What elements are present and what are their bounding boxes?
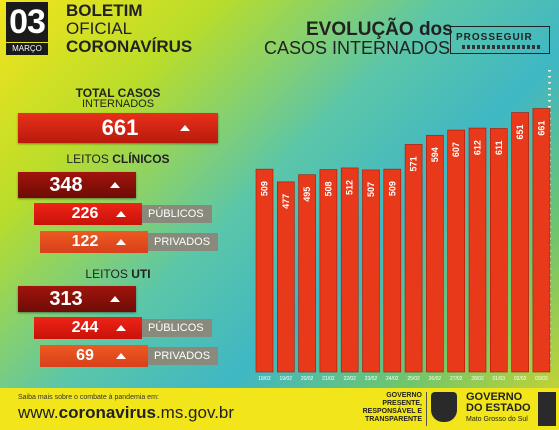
footer-state-name: Mato Grosso do Sul	[466, 416, 528, 423]
up-arrow-icon	[116, 239, 126, 245]
total-label-line1: TOTAL CASOS	[75, 86, 161, 100]
x-tick-label: 23/02	[365, 376, 378, 382]
axis-tick-mark	[548, 82, 551, 84]
bar-value-label: 612	[473, 140, 483, 155]
prosseguir-logo	[450, 26, 550, 54]
chart-title-line1: EVOLUÇÃO dos	[306, 19, 453, 40]
up-arrow-icon	[110, 182, 120, 188]
clinicos-total-value: 348	[49, 174, 83, 196]
total-label-line2: INTERNADOS	[81, 98, 155, 110]
clinicos-privados-tag: PRIVADOS	[148, 233, 218, 251]
axis-tick-mark	[548, 100, 551, 102]
bar	[404, 144, 423, 373]
footer-info-text: Saiba mais sobre o combate à pandemia em…	[18, 394, 159, 401]
bar-value-label: 512	[345, 180, 355, 195]
uti-publicos-tag: PÚBLICOS	[142, 319, 212, 337]
prosseguir-logo-stripe	[462, 45, 542, 49]
clinicos-publicos-box: 226	[34, 203, 142, 225]
uti-privados-box: 69	[40, 345, 148, 367]
uti-privados-value: 69	[76, 347, 94, 364]
x-tick-label: 03/03	[535, 376, 548, 382]
up-arrow-icon	[110, 296, 120, 302]
axis-tick-mark	[548, 88, 551, 90]
x-tick-label: 28/02	[471, 376, 484, 382]
up-arrow-icon	[116, 353, 126, 359]
bar	[426, 134, 444, 373]
uti-total-box: 313	[18, 286, 136, 312]
axis-tick-mark	[548, 94, 551, 96]
footer-state-gov: GOVERNO DO ESTADO	[466, 391, 531, 414]
axis-tick-mark	[548, 70, 551, 72]
axis-tick-mark	[548, 106, 551, 108]
clinicos-publicos-value: 226	[71, 205, 99, 222]
bar-value-label: 661	[536, 121, 546, 136]
bar-value-label: 477	[281, 194, 291, 209]
x-tick-label: 02/03	[514, 376, 527, 382]
bar-value-label: 507	[366, 182, 376, 197]
bar-value-label: 594	[430, 147, 440, 162]
footer-url[interactable]: www.coronavirus.ms.gov.br	[18, 403, 235, 422]
clinicos-privados-box: 122	[40, 231, 148, 253]
up-arrow-icon	[180, 125, 190, 131]
bulletin-title-line1: BOLETIM	[66, 1, 143, 20]
footer-bar	[0, 388, 559, 430]
bar	[532, 108, 551, 373]
bar	[298, 174, 316, 373]
x-tick-label: 18/02	[258, 376, 271, 382]
uti-total-value: 313	[49, 288, 83, 310]
bulletin-title-line3: CORONAVÍRUS	[66, 37, 193, 56]
clinicos-label: LEITOS CLÍNICOS	[66, 152, 170, 166]
bar	[447, 129, 466, 373]
bar-value-label: 571	[409, 156, 419, 171]
up-arrow-icon	[116, 211, 126, 217]
state-emblem-icon	[431, 392, 457, 422]
up-arrow-icon	[116, 325, 126, 331]
footer-divider	[426, 392, 427, 426]
bar	[511, 112, 529, 373]
date-day: 03	[6, 2, 48, 42]
bar	[362, 169, 380, 373]
bar	[255, 168, 274, 373]
x-tick-label: 01/03	[493, 376, 506, 382]
footer-corner-mark	[538, 392, 556, 426]
uti-label: LEITOS UTI	[85, 267, 151, 281]
uti-publicos-value: 244	[71, 319, 99, 336]
bar-value-label: 651	[515, 125, 525, 140]
date-month: MARÇO	[6, 43, 48, 55]
bar	[319, 169, 338, 373]
x-tick-label: 25/02	[407, 376, 420, 382]
clinicos-total-box: 348	[18, 172, 136, 198]
clinicos-privados-value: 122	[71, 233, 99, 250]
bar	[489, 128, 508, 373]
total-value: 661	[101, 115, 139, 140]
bar-value-label: 611	[494, 140, 504, 155]
x-tick-label: 26/02	[429, 376, 442, 382]
bar-value-label: 495	[302, 187, 312, 202]
x-tick-label: 27/02	[450, 376, 463, 382]
x-tick-label: 22/02	[343, 376, 356, 382]
uti-publicos-box: 244	[34, 317, 142, 339]
x-tick-label: 19/02	[280, 376, 293, 382]
axis-tick-mark	[548, 76, 551, 78]
bar	[468, 127, 487, 373]
bar	[340, 167, 359, 373]
bar	[276, 181, 295, 373]
uti-privados-tag: PRIVADOS	[148, 347, 218, 365]
bar	[383, 168, 402, 373]
bar-value-label: 607	[451, 142, 461, 157]
x-tick-label: 20/02	[301, 376, 314, 382]
bar-value-label: 509	[387, 181, 397, 196]
x-tick-label: 21/02	[322, 376, 335, 382]
prosseguir-logo-text: PROSSEGUIR	[456, 32, 533, 43]
bar-value-label: 509	[260, 181, 270, 196]
bulletin-title-line2: OFICIAL	[66, 19, 133, 38]
footer-gov-motto: GOVERNO PRESENTE, RESPONSÁVEL E TRANSPARENT…	[362, 392, 422, 423]
clinicos-publicos-tag: PÚBLICOS	[142, 205, 212, 223]
bar-value-label: 508	[323, 182, 333, 197]
total-box: 661	[18, 113, 218, 143]
x-tick-label: 24/02	[386, 376, 399, 382]
chart-title-line2: CASOS INTERNADOS	[264, 38, 451, 58]
